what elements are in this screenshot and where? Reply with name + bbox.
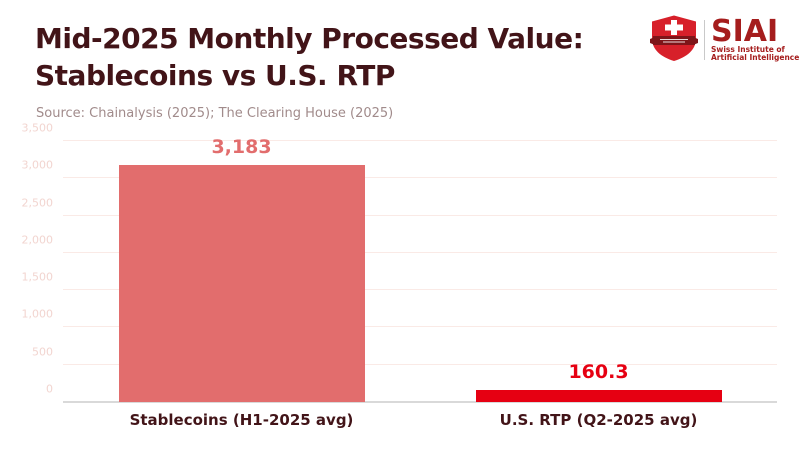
gridline <box>63 326 777 328</box>
bar <box>118 164 366 402</box>
y-axis-tick-label: 3,500 <box>21 121 54 135</box>
bar-value-label: 160.3 <box>568 361 629 384</box>
gridline <box>63 140 777 141</box>
y-axis-tick-label: 500 <box>32 345 53 359</box>
gridline <box>63 214 777 216</box>
page-title: Mid-2025 Monthly Processed Value: Stable… <box>35 20 584 94</box>
siai-logo: SIAI Swiss Institute of Artificial Intel… <box>648 14 799 66</box>
y-axis-tick-label: 1,000 <box>21 307 54 321</box>
page-title-line2: Stablecoins vs U.S. RTP <box>35 59 395 92</box>
source-note: Source: Chainalysis (2025); The Clearing… <box>36 106 394 121</box>
logo-acronym: SIAI <box>711 13 779 49</box>
category-label: Stablecoins (H1-2025 avg) <box>129 411 354 429</box>
logo-text-block: SIAI Swiss Institute of Artificial Intel… <box>711 13 800 63</box>
bar-chart-plot-area: 0 500 1,000 1,500 2,000 2,500 3,000 3,500 Stable… <box>22 122 777 429</box>
swiss-shield-icon <box>648 14 700 66</box>
gridline <box>63 177 777 179</box>
gridline <box>63 363 777 365</box>
logo-subtitle-line2: Artificial Intelligence <box>711 53 800 62</box>
bar-value-label: 3,183 <box>211 135 272 158</box>
y-axis-tick-label: 3,000 <box>21 158 54 172</box>
y-axis-tick-label: 2,000 <box>21 233 54 247</box>
bar <box>475 390 723 402</box>
y-axis-tick-label: 0 <box>46 382 53 396</box>
bar-column: 3,183 <box>63 136 420 402</box>
page-title-line1: Mid-2025 Monthly Processed Value: <box>35 22 584 55</box>
gridline <box>63 289 777 291</box>
gridline <box>63 251 777 253</box>
bar-column: 160.3 <box>420 141 777 402</box>
y-axis-tick-label: 1,500 <box>21 270 54 284</box>
y-axis-tick-label: 2,500 <box>21 196 54 210</box>
logo-subtitle-line1: Swiss Institute of <box>711 44 785 54</box>
logo-divider <box>704 20 705 60</box>
category-label: U.S. RTP (Q2-2025 avg) <box>499 411 698 429</box>
x-axis-line <box>63 401 777 403</box>
